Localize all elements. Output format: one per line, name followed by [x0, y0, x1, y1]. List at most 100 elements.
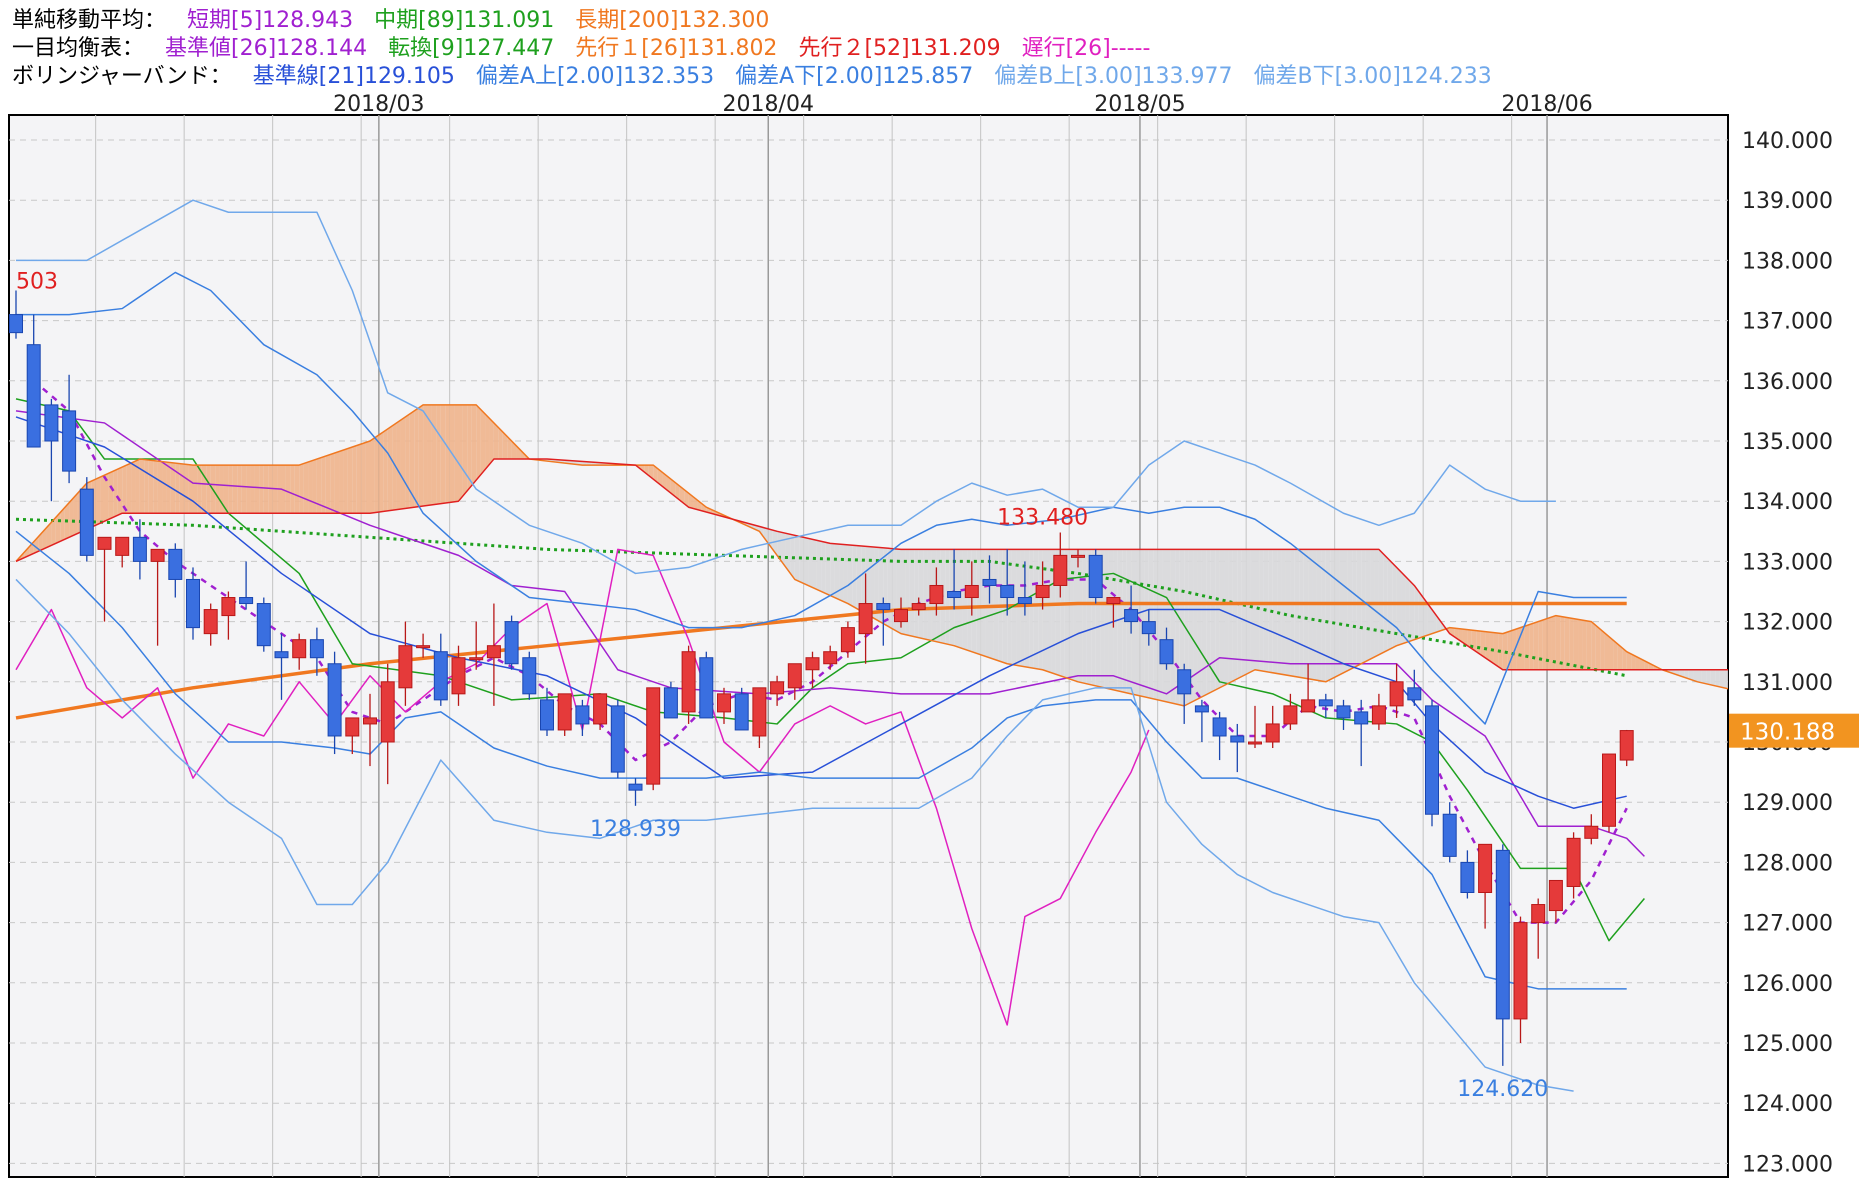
candle	[62, 374, 77, 484]
kumo-cloud-segment	[383, 428, 388, 512]
candle-body	[1212, 717, 1227, 737]
kumo-cloud-segment	[316, 457, 322, 514]
series-line	[15, 548, 1150, 1026]
y-tick-label: 129.000	[1742, 791, 1833, 816]
kumo-cloud-segment	[1595, 625, 1601, 670]
kumo-cloud-segment	[1533, 621, 1539, 670]
candle-body	[203, 609, 218, 635]
candle	[186, 567, 200, 640]
candle	[115, 536, 130, 568]
kumo-cloud-segment	[1219, 549, 1225, 688]
x-month-label: 2018/03	[333, 92, 424, 117]
candle	[9, 290, 23, 339]
kumo-cloud-segment	[1547, 617, 1552, 670]
kumo-cloud-segment	[662, 472, 667, 490]
candle	[752, 687, 767, 749]
kumo-cloud-segment	[480, 409, 486, 475]
kumo-cloud-segment	[1635, 656, 1640, 670]
kumo-cloud-segment	[1480, 631, 1486, 658]
kumo-cloud-segment	[666, 475, 671, 494]
kumo-cloud-segment	[436, 404, 441, 505]
kumo-cloud-segment	[839, 544, 844, 602]
kumo-cloud-segment	[1617, 644, 1623, 670]
y-tick-label: 132.000	[1742, 611, 1833, 636]
kumo-cloud-segment	[1361, 549, 1366, 664]
kumo-cloud-segment	[215, 465, 220, 514]
candle	[840, 621, 855, 658]
candle	[1088, 549, 1103, 604]
kumo-cloud-segment	[1423, 597, 1428, 637]
candle	[97, 536, 112, 622]
kumo-cloud-segment	[967, 549, 972, 652]
candle	[1548, 879, 1563, 923]
candle-body	[1513, 922, 1528, 1020]
candle-body	[97, 536, 112, 550]
candle	[858, 573, 873, 664]
y-tick-label: 128.000	[1742, 851, 1833, 876]
candle	[540, 687, 554, 736]
kumo-cloud-segment	[303, 462, 309, 514]
kumo-cloud-segment	[865, 546, 871, 617]
kumo-cloud-segment	[1334, 549, 1340, 678]
kumo-cloud-segment	[263, 465, 269, 514]
legend-item: 偏差A上[2.00]132.353	[475, 64, 715, 89]
series-line	[16, 199, 1556, 575]
candle-body	[451, 657, 466, 695]
kumo-cloud-segment	[387, 425, 393, 511]
candle-body	[327, 663, 342, 737]
kumo-cloud-segment	[445, 404, 450, 504]
candle	[628, 778, 643, 806]
kumo-cloud-segment	[1458, 628, 1463, 643]
kumo-cloud-segment	[1697, 669, 1702, 683]
kumo-cloud-segment	[1542, 618, 1548, 670]
kumo-cloud-segment	[365, 441, 370, 514]
y-tick-label: 126.000	[1742, 972, 1833, 997]
kumo-cloud-segment	[414, 407, 419, 508]
kumo-cloud-segment	[334, 451, 340, 514]
kumo-cloud-segment	[38, 532, 43, 552]
candle	[132, 519, 147, 580]
kumo-cloud-segment	[1392, 562, 1397, 648]
kumo-cloud-segment	[1339, 549, 1344, 676]
kumo-cloud-segment	[312, 459, 317, 514]
kumo-cloud-segment	[1166, 549, 1171, 703]
candle-body	[1548, 879, 1563, 912]
kumo-cloud-segment	[1020, 549, 1025, 667]
candle-body	[132, 536, 147, 562]
candle-body	[628, 783, 643, 791]
y-tick-label: 137.000	[1742, 310, 1833, 335]
kumo-cloud-segment	[1516, 627, 1521, 670]
candle	[451, 645, 466, 706]
kumo-cloud-segment	[170, 462, 176, 514]
candle	[1371, 693, 1386, 730]
legend-bollinger: ボリンジャーバンド： 基準線[21]129.105 偏差A上[2.00]132.…	[12, 58, 1506, 89]
kumo-cloud-segment	[299, 463, 304, 514]
kumo-cloud-segment	[520, 450, 525, 460]
kumo-cloud-segment	[1432, 609, 1437, 634]
candle-body	[380, 681, 395, 743]
kumo-cloud-segment	[1104, 549, 1109, 689]
candle-body	[345, 717, 360, 737]
plot-layer: 503 133.480 128.939 124.620	[9, 115, 1728, 1177]
kumo-cloud-segment	[763, 527, 769, 544]
candle-body	[274, 651, 289, 659]
candle	[292, 633, 307, 670]
kumo-cloud-segment	[1586, 620, 1592, 670]
candle-body	[1194, 705, 1209, 713]
candle-body	[982, 578, 997, 586]
kumo-cloud-segment	[1356, 549, 1362, 666]
candle-body	[168, 548, 183, 580]
candle-body	[1088, 554, 1103, 599]
legend-sma: 単純移動平均： 短期[5]128.943 中期[89]131.091 長期[20…	[12, 2, 783, 33]
kumo-cloud-segment	[184, 464, 189, 514]
candle-body	[663, 687, 678, 719]
kumo-cloud-segment	[51, 517, 56, 546]
kumo-cloud-segment	[321, 456, 326, 514]
candle	[964, 561, 979, 616]
candle-body	[717, 693, 731, 713]
kumo-cloud-segment	[431, 404, 437, 505]
kumo-cloud-segment	[821, 541, 826, 594]
candle	[1442, 802, 1457, 863]
candle-body	[770, 681, 785, 695]
